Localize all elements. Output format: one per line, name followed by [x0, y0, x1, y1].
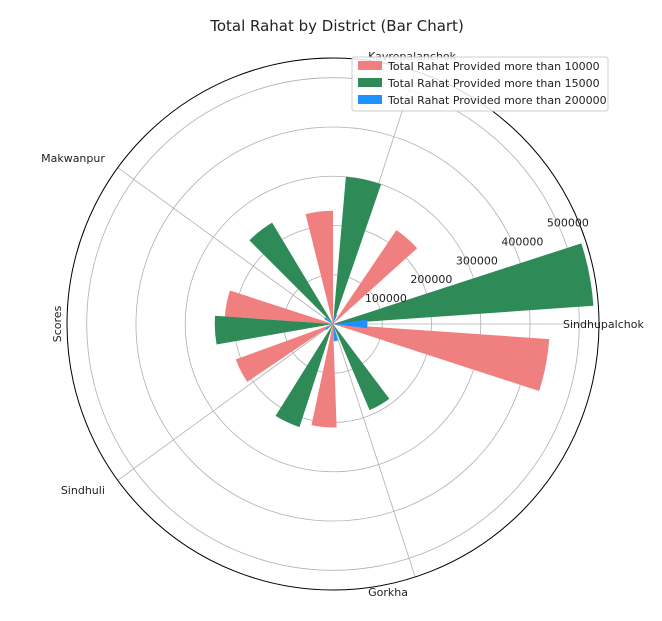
bar-series3-2: [333, 314, 338, 324]
bar-series3-3: [324, 317, 333, 324]
legend-swatch-3: [358, 95, 382, 104]
bar-series2-1: [333, 243, 594, 324]
y-axis-label: Scores: [51, 305, 64, 342]
bar-series1-3: [305, 210, 333, 324]
radial-tick-label-5: 500000: [547, 217, 589, 230]
legend-label-3: Total Rahat Provided more than 200000: [387, 94, 607, 107]
legend: Total Rahat Provided more than 10000 Tota…: [351, 56, 609, 112]
bar-series1-2: [333, 230, 418, 324]
legend-swatch-2: [358, 78, 382, 87]
bar-series2-2: [333, 176, 382, 324]
legend-label-2: Total Rahat Provided more than 15000: [387, 77, 600, 90]
bar-series2-5: [275, 324, 333, 428]
bar-series3-4: [325, 324, 333, 331]
chart-title: Total Rahat by District (Bar Chart): [209, 17, 464, 35]
bar-series1-1: [333, 324, 550, 391]
category-label-4: Makwanpur: [41, 152, 105, 165]
radial-tick-label-2: 200000: [410, 273, 452, 286]
bars-group: [214, 176, 594, 428]
bar-series3-5: [333, 324, 339, 342]
radial-tick-label-3: 300000: [456, 254, 498, 267]
bar-series2-6: [333, 324, 390, 411]
legend-swatch-1: [358, 61, 382, 70]
bar-series3-1: [333, 319, 368, 329]
category-label-3: Sindhuli: [61, 484, 105, 497]
radial-tick-label-1: 100000: [365, 292, 407, 305]
bar-series2-3: [249, 222, 333, 324]
bar-series1-6: [311, 324, 337, 428]
category-label-2: Gorkha: [368, 586, 408, 599]
polar-outline: [66, 57, 600, 591]
angular-gridline-2: [332, 323, 416, 578]
angular-gridline-3: [117, 323, 334, 481]
category-label-1: Sindhupalchok: [563, 318, 644, 331]
bar-series1-4: [224, 290, 333, 324]
bar-series1-5: [235, 324, 333, 382]
legend-label-1: Total Rahat Provided more than 10000: [387, 60, 600, 73]
bar-series2-4: [214, 315, 333, 345]
angular-gridline-4: [117, 167, 334, 325]
legend-box: [351, 56, 609, 112]
radial-tick-label-4: 400000: [501, 236, 543, 249]
